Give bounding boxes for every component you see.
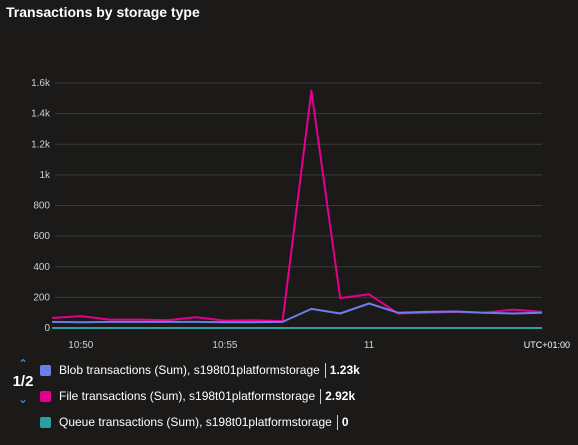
y-tick-label: 800 [33, 201, 50, 212]
series-line-0 [51, 302, 543, 324]
legend-separator [324, 362, 326, 378]
x-tick-label: 10:55 [212, 340, 237, 351]
y-tick-label: 1.4k [31, 109, 51, 120]
chevron-up-icon[interactable]: ⌃ [17, 357, 29, 371]
legend-value: 1.23k [329, 363, 360, 377]
legend-swatch [40, 364, 51, 376]
chart-title: Transactions by storage type [6, 4, 200, 20]
grid-lines [55, 82, 542, 329]
timezone-label: UTC+01:00 [524, 340, 570, 350]
series-lines [51, 89, 543, 329]
legend-item-blob[interactable]: Blob transactions (Sum), s198t01platform… [40, 361, 360, 379]
legend-page-indicator: 1/2 [12, 373, 34, 390]
y-tick-label: 0 [44, 323, 50, 334]
legend-label: Blob transactions (Sum), s198t01platform… [59, 363, 320, 377]
chevron-down-icon[interactable]: ⌄ [17, 392, 29, 406]
legend-label: Queue transactions (Sum), s198t01platfor… [59, 415, 332, 429]
legend-separator [336, 414, 338, 430]
x-tick-label: 10:50 [68, 340, 93, 351]
y-tick-label: 600 [33, 231, 50, 242]
legend-pager: ⌃ 1/2 ⌄ [8, 358, 38, 405]
legend-item-queue[interactable]: Queue transactions (Sum), s198t01platfor… [40, 413, 360, 431]
legend-swatch [40, 416, 51, 428]
legend-value: 0 [341, 415, 349, 429]
y-tick-label: 1.6k [31, 78, 51, 89]
y-tick-label: 400 [33, 262, 50, 273]
y-tick-label: 200 [33, 292, 50, 303]
y-tick-label: 1k [39, 170, 51, 181]
legend-value: 2.92k [325, 389, 356, 403]
x-axis-ticks: 10:50 10:55 11 [68, 340, 374, 351]
legend-swatch [40, 390, 51, 402]
legend-label: File transactions (Sum), s198t01platform… [59, 389, 316, 403]
x-tick-label: 11 [364, 340, 375, 351]
legend-item-file[interactable]: File transactions (Sum), s198t01platform… [40, 387, 360, 405]
legend-separator [320, 388, 322, 404]
y-tick-label: 1.2k [31, 139, 51, 150]
chart-legend: Blob transactions (Sum), s198t01platform… [40, 361, 360, 439]
y-axis-ticks: 0 200 400 600 800 1k 1.2k 1.4k 1.6k [31, 78, 51, 334]
transactions-line-chart: 0 200 400 600 800 1k 1.2k 1.4k 1.6k 10:50 10:55 11… [31, 78, 570, 351]
